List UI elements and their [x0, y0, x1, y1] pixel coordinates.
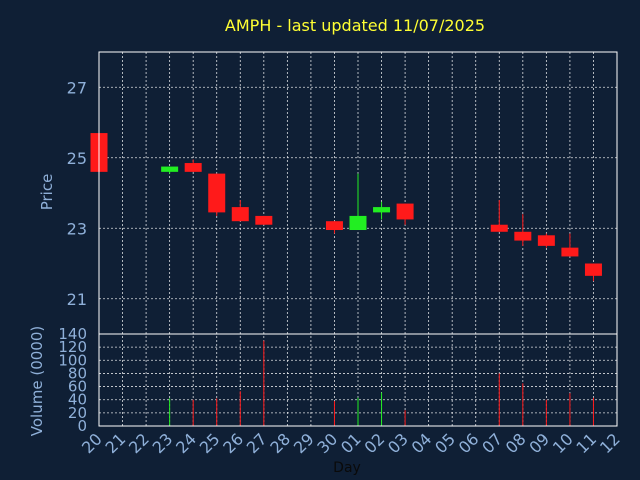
price-tick-label: 23 — [67, 219, 87, 238]
volume-axis-label: Volume (0000) — [28, 326, 46, 436]
candle-body — [349, 215, 367, 231]
volume-frame — [98, 333, 618, 427]
candle-body — [255, 215, 273, 225]
candle-body — [231, 207, 249, 222]
x-axis: 2021222324252627282930010203040506070809… — [78, 429, 624, 457]
candle-body — [208, 173, 226, 213]
volume-tick-label: 20 — [68, 404, 87, 422]
candle-body — [561, 247, 579, 257]
volume-tick-label: 80 — [68, 364, 87, 382]
volume-tick-label: 120 — [58, 338, 87, 356]
volume-tick-label: 40 — [68, 391, 87, 409]
candle-body — [396, 203, 414, 220]
candle-body — [325, 221, 343, 231]
price-tick-label: 21 — [67, 290, 87, 309]
candle-body — [161, 166, 179, 172]
candle-body — [373, 207, 391, 213]
volume-tick-label: 0 — [77, 417, 87, 435]
candle-body — [514, 231, 532, 241]
volume-tick-label: 100 — [58, 351, 87, 369]
volume-tick-label: 140 — [58, 325, 87, 343]
candle-body — [584, 263, 602, 276]
price-axis-label: Price — [38, 174, 56, 211]
candle-body — [184, 163, 202, 172]
price-tick-label: 27 — [67, 78, 87, 97]
volume-tick-label: 60 — [68, 378, 87, 396]
x-axis-label: Day — [333, 460, 361, 476]
chart-title: AMPH - last updated 11/07/2025 — [225, 16, 485, 35]
candle-body — [537, 235, 555, 246]
price-tick-label: 25 — [67, 149, 87, 168]
candle-body — [490, 224, 508, 232]
